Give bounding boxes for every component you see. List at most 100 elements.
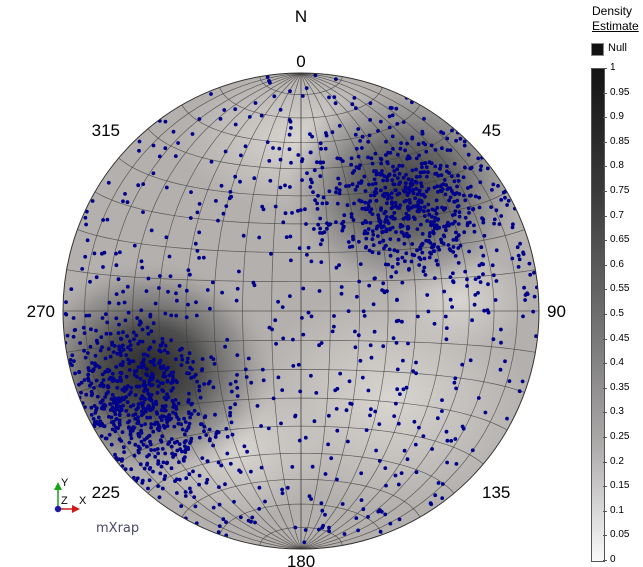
data-point: [223, 149, 228, 154]
data-point: [317, 289, 322, 293]
data-point: [507, 379, 512, 383]
data-point: [427, 234, 432, 239]
data-point: [313, 73, 318, 78]
data-point: [224, 520, 228, 524]
data-point: [381, 224, 386, 229]
data-point: [300, 94, 305, 98]
data-point: [386, 161, 390, 166]
data-point: [283, 183, 287, 188]
legend-tick-label: 0.9: [610, 111, 624, 123]
data-point: [497, 222, 502, 227]
legend-title-line1: Density: [592, 4, 633, 18]
data-point: [72, 359, 76, 363]
data-point: [111, 371, 115, 376]
data-point: [489, 205, 493, 210]
data-point: [162, 348, 167, 353]
data-point: [440, 398, 444, 402]
data-point: [159, 418, 164, 423]
data-point: [180, 427, 185, 432]
data-point: [356, 333, 361, 338]
data-point: [380, 169, 384, 173]
data-point: [108, 331, 113, 336]
data-point: [445, 164, 449, 169]
data-point: [406, 206, 410, 210]
data-point: [391, 182, 396, 187]
data-point: [394, 401, 398, 406]
data-point: [305, 252, 309, 257]
legend-tick-mark: [603, 486, 607, 488]
data-point: [190, 367, 194, 372]
data-point: [213, 412, 217, 417]
data-point: [426, 170, 430, 175]
data-point: [367, 133, 372, 138]
data-point: [332, 314, 336, 318]
data-point: [348, 401, 353, 406]
data-point: [298, 389, 303, 394]
data-point: [421, 192, 426, 197]
data-point: [490, 263, 495, 268]
data-point: [366, 227, 371, 231]
data-point: [197, 256, 202, 260]
data-point: [155, 412, 160, 416]
data-point: [175, 491, 179, 495]
data-point: [371, 302, 376, 307]
data-point: [411, 187, 416, 192]
data-point: [210, 280, 215, 285]
data-point: [155, 390, 160, 395]
data-point: [153, 301, 158, 306]
data-point: [451, 250, 456, 254]
data-point: [335, 477, 339, 482]
data-point: [73, 371, 77, 376]
data-point: [184, 476, 189, 481]
data-point: [420, 170, 424, 175]
data-point: [392, 414, 397, 418]
data-point: [141, 406, 146, 411]
data-point: [385, 178, 389, 183]
data-point: [404, 172, 408, 177]
data-point: [165, 392, 169, 397]
legend-tick-label: 0.95: [610, 86, 630, 98]
data-point: [290, 211, 294, 215]
data-point: [346, 240, 351, 244]
data-point: [337, 123, 342, 128]
data-point: [152, 448, 157, 452]
data-point: [105, 320, 110, 325]
data-point: [431, 229, 436, 234]
data-point: [202, 429, 206, 434]
data-point: [284, 235, 289, 240]
data-point: [110, 405, 115, 410]
data-point: [84, 222, 88, 227]
data-point: [432, 219, 436, 224]
data-point: [187, 371, 192, 376]
data-point: [249, 519, 253, 524]
data-point: [139, 439, 144, 444]
data-point: [345, 203, 350, 208]
data-point: [362, 174, 367, 179]
data-point: [118, 375, 123, 380]
data-point: [174, 313, 179, 318]
data-point: [229, 389, 234, 394]
data-point: [150, 373, 155, 377]
legend-tick-mark: [603, 535, 607, 537]
data-point: [386, 221, 391, 226]
data-point: [158, 274, 162, 278]
data-point: [105, 217, 110, 222]
data-point: [115, 351, 120, 356]
data-point: [424, 238, 428, 243]
data-point: [156, 459, 161, 464]
data-point: [415, 248, 419, 253]
azimuth-label-225: 225: [92, 483, 120, 502]
data-point: [259, 113, 264, 118]
data-point: [195, 210, 200, 215]
data-point: [288, 89, 292, 94]
data-point: [163, 146, 168, 151]
data-point: [476, 156, 481, 161]
axis-y-label: Y: [61, 477, 69, 489]
data-point: [364, 244, 368, 249]
data-point: [104, 331, 109, 336]
legend-tick-label: 0.65: [610, 234, 630, 246]
data-point: [369, 355, 374, 360]
data-point: [365, 231, 370, 236]
data-point: [296, 362, 301, 367]
data-point: [392, 173, 397, 178]
